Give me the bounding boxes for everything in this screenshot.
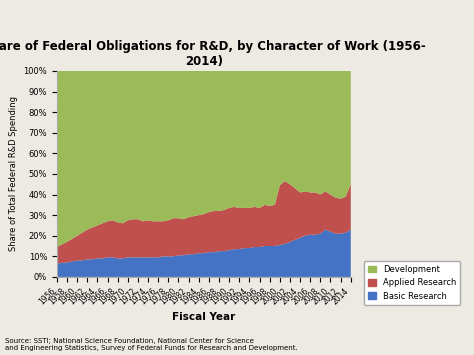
Y-axis label: Share of Total Federal R&D Spending: Share of Total Federal R&D Spending: [9, 97, 18, 251]
Legend: Development, Applied Research, Basic Research: Development, Applied Research, Basic Res…: [364, 261, 460, 305]
Title: Share of Federal Obligations for R&D, by Character of Work (1956-
2014): Share of Federal Obligations for R&D, by…: [0, 40, 426, 69]
X-axis label: Fiscal Year: Fiscal Year: [172, 312, 236, 322]
Text: Source: SSTI; National Science Foundation, National Center for Science
and Engin: Source: SSTI; National Science Foundatio…: [5, 338, 298, 351]
